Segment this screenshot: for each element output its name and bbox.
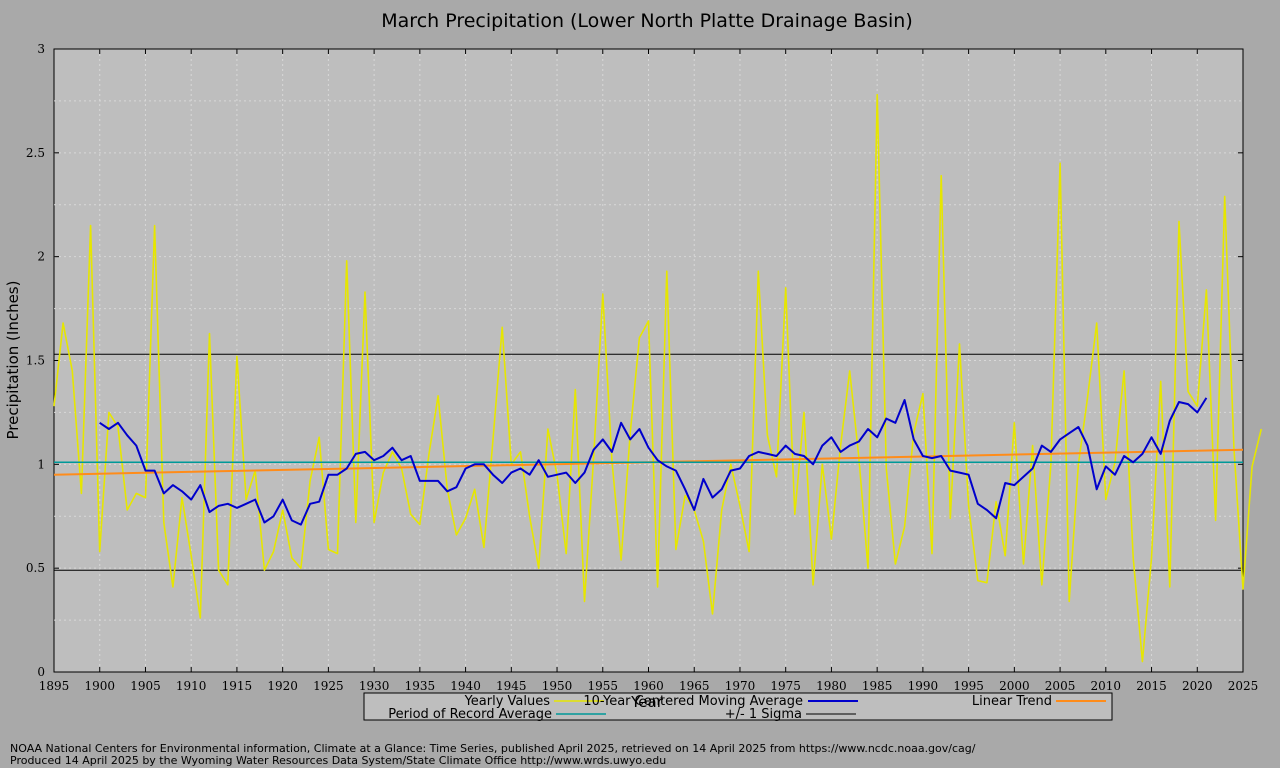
x-tick-label: 2025 (1228, 679, 1259, 693)
x-tick-label: 1925 (313, 679, 344, 693)
x-tick-label: 1920 (267, 679, 298, 693)
x-tick-label: 1960 (633, 679, 664, 693)
x-tick-label: 1980 (816, 679, 847, 693)
x-tick-label: 2020 (1182, 679, 1213, 693)
x-tick-label: 1985 (862, 679, 893, 693)
moving-average-line (99, 397, 1208, 526)
x-tick-label: 1935 (405, 679, 436, 693)
x-axis-label: Year (630, 693, 664, 711)
legend-box (363, 692, 1113, 721)
x-tick-label: 1965 (679, 679, 710, 693)
legend-label-yearly: Yearly Values (464, 694, 551, 709)
y-tick-label: 0 (37, 665, 45, 679)
x-tick-label: 1975 (770, 679, 801, 693)
axis-ticks: 0 0.5 1 1.5 2 2.5 3 1895 1900 1905 1910 1915 1920 192… (26, 42, 1258, 693)
x-tick-label: 1970 (725, 679, 756, 693)
x-tick-label: 1955 (587, 679, 618, 693)
x-tick-label: 1990 (908, 679, 939, 693)
legend: Yearly Values 10-Year Centered Moving Av… (363, 692, 1113, 722)
legend-label-record-average: Period of Record Average (388, 707, 552, 722)
x-tick-label: 2015 (1136, 679, 1167, 693)
series-layer (53, 93, 1263, 663)
footer-produced: Produced 14 April 2025 by the Wyoming Wa… (10, 754, 666, 767)
x-tick-label: 1900 (84, 679, 115, 693)
x-tick-label: 2010 (1091, 679, 1122, 693)
y-tick-label: 2.5 (26, 146, 45, 160)
x-tick-label: 1895 (39, 679, 70, 693)
x-tick-label: 1940 (450, 679, 481, 693)
y-tick-label: 1.5 (26, 354, 45, 368)
legend-label-moving-average: 10-Year Centered Moving Average (583, 694, 803, 709)
x-tick-label: 2005 (1045, 679, 1076, 693)
chart-title: March Precipitation (Lower North Platte … (381, 10, 912, 32)
x-tick-label: 1915 (222, 679, 253, 693)
y-tick-label: 0.5 (26, 561, 45, 575)
x-tick-label: 1995 (953, 679, 984, 693)
x-tick-label: 1905 (130, 679, 161, 693)
y-tick-label: 3 (37, 42, 45, 56)
y-tick-label: 1 (37, 457, 45, 471)
y-tick-label: 2 (37, 250, 45, 264)
legend-label-linear-trend: Linear Trend (972, 694, 1052, 709)
x-tick-label: 1930 (359, 679, 390, 693)
legend-label-sigma: +/- 1 Sigma (725, 707, 802, 722)
x-tick-label: 1950 (542, 679, 573, 693)
x-tick-label: 1910 (176, 679, 207, 693)
x-tick-label: 1945 (496, 679, 527, 693)
y-axis-label: Precipitation (Inches) (4, 281, 22, 440)
grid-lines (54, 49, 1243, 672)
x-tick-label: 2000 (999, 679, 1030, 693)
footer-source: NOAA National Centers for Environmental … (10, 742, 976, 755)
